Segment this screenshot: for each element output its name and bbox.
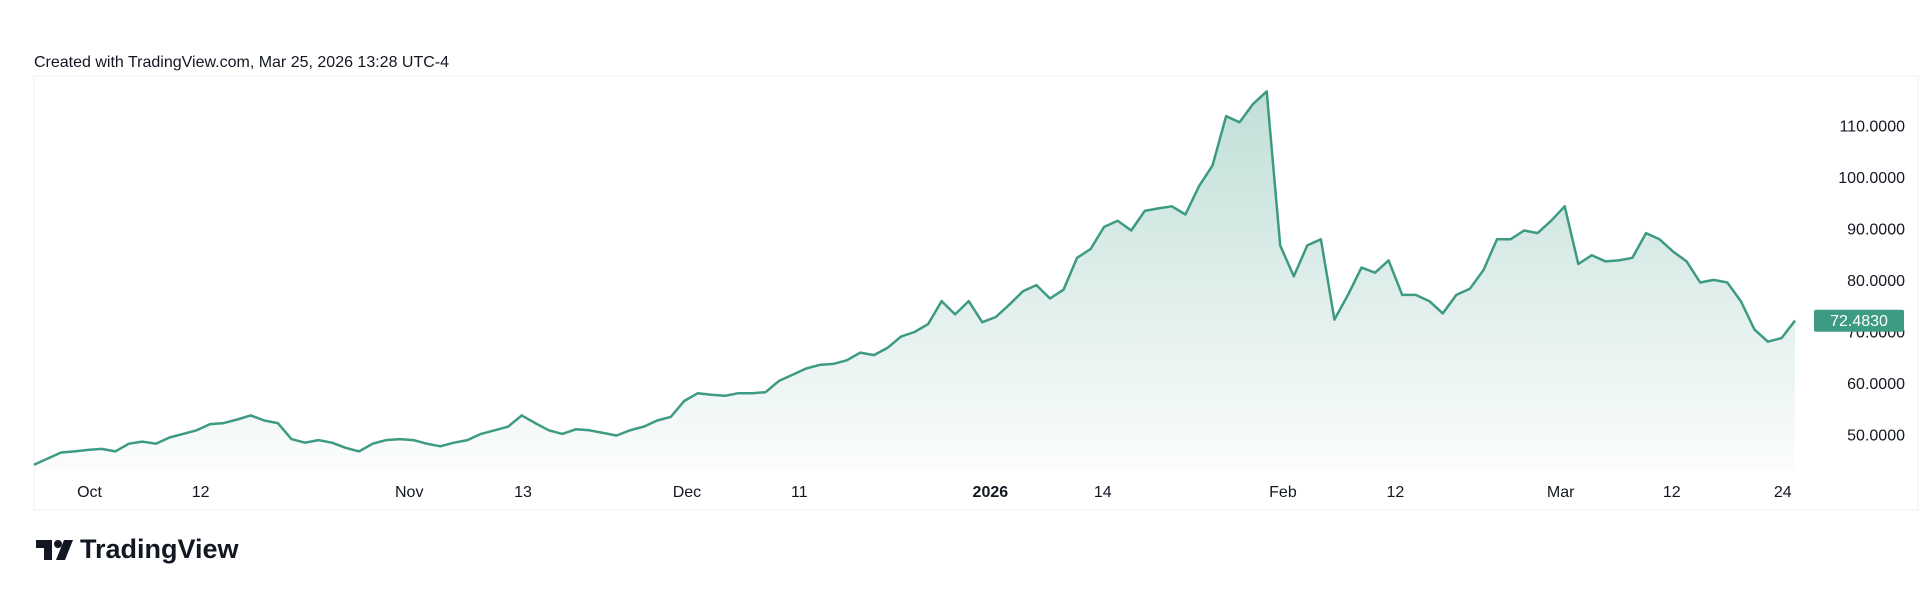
x-tick-label: 12 bbox=[192, 484, 210, 501]
x-tick-label: 14 bbox=[1094, 484, 1112, 501]
y-tick-label: 80.0000 bbox=[1847, 273, 1905, 290]
x-tick-label: Dec bbox=[673, 484, 701, 501]
y-tick-label: 100.0000 bbox=[1838, 170, 1905, 187]
x-tick-label: 11 bbox=[791, 484, 808, 501]
x-tick-label: 2026 bbox=[973, 484, 1009, 501]
chart-frame bbox=[33, 75, 1919, 511]
x-tick-label: 12 bbox=[1386, 484, 1404, 501]
x-tick-label: 24 bbox=[1774, 484, 1792, 501]
logo-text: TradingView bbox=[80, 534, 240, 564]
last-price-label: 72.4830 bbox=[1830, 313, 1888, 330]
logo-icon bbox=[36, 540, 73, 560]
y-tick-label: 50.0000 bbox=[1847, 428, 1905, 445]
price-line bbox=[33, 90, 1796, 466]
x-tick-label: Mar bbox=[1547, 484, 1575, 501]
y-tick-label: 110.0000 bbox=[1839, 119, 1905, 136]
y-tick-label: 60.0000 bbox=[1847, 376, 1905, 393]
header: Created with TradingView.com, Mar 25, 20… bbox=[34, 54, 449, 71]
area-fill bbox=[34, 91, 1795, 472]
x-tick-label: 12 bbox=[1663, 484, 1681, 501]
x-tick-label: Oct bbox=[77, 484, 102, 501]
x-tick-label: Nov bbox=[395, 484, 423, 501]
x-tick-label: Feb bbox=[1269, 484, 1297, 501]
x-tick-label: 13 bbox=[514, 484, 532, 501]
y-tick-label: 90.0000 bbox=[1847, 222, 1905, 239]
last-price-badge bbox=[1814, 309, 1904, 332]
